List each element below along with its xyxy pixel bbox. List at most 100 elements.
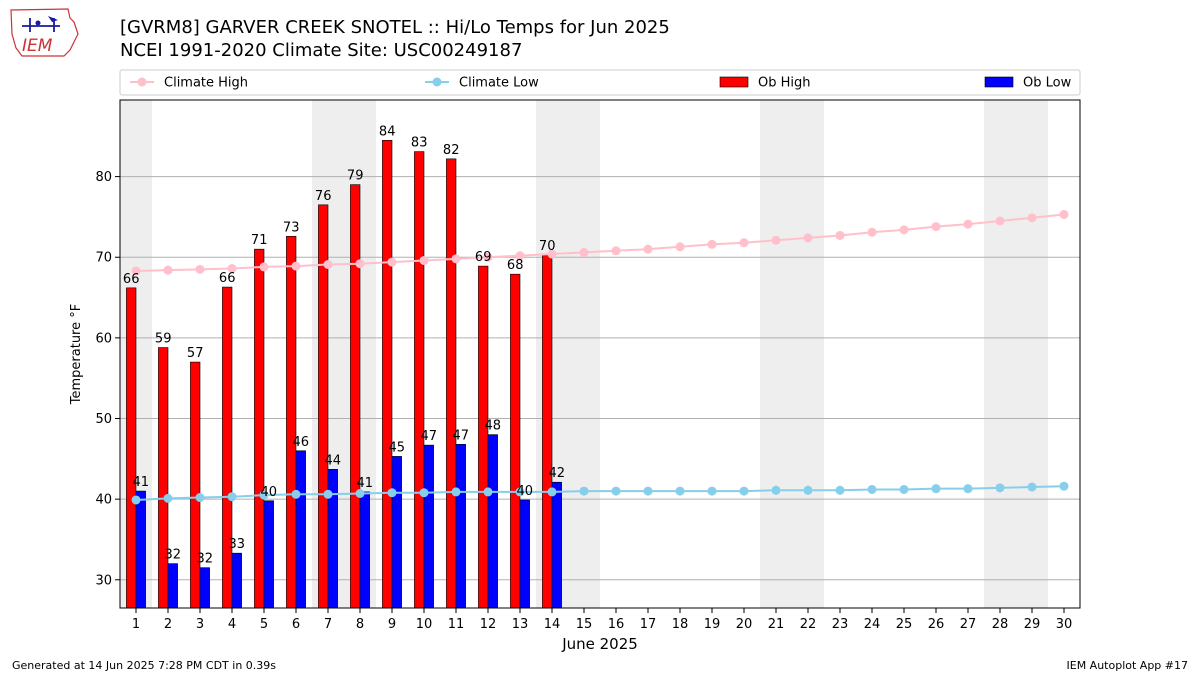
- ob-high-label: 79: [347, 169, 364, 184]
- iem-logo: IEM: [8, 6, 80, 58]
- ob-high-bar: [126, 287, 137, 609]
- x-tick-label: 6: [292, 617, 300, 632]
- weekend-band: [984, 100, 1016, 608]
- legend-label-climate-low: Climate Low: [459, 76, 539, 91]
- climate-low-point: [611, 486, 621, 496]
- legend-swatch-ob-high: [719, 76, 749, 88]
- ob-low-bar: [359, 491, 370, 609]
- climate-low-point: [355, 488, 365, 498]
- climate-low-point: [675, 486, 685, 496]
- climate-low-point: [643, 486, 653, 496]
- bar-labels: 66 59 57 66 71 73 76 79 84 83 82 69 68 70 41 32 32 33 40 46…: [123, 124, 565, 566]
- climate-high-point: [451, 254, 461, 264]
- climate-low-point: [163, 493, 173, 503]
- climate-low-point: [259, 490, 269, 500]
- climate-high-point: [803, 233, 813, 243]
- climate-low-point: [227, 492, 237, 502]
- ob-low-bar: [295, 450, 306, 609]
- climate-high-point: [675, 242, 685, 252]
- ob-high-bar: [478, 265, 489, 609]
- climate-low-point: [995, 483, 1005, 493]
- ob-low-label: 46: [293, 435, 310, 450]
- y-axis-label: Temperature °F: [69, 304, 84, 405]
- x-tick-label: 14: [544, 617, 561, 632]
- climate-high-point: [355, 259, 365, 269]
- climate-high-point: [227, 264, 237, 274]
- x-tick-label: 29: [1024, 617, 1041, 632]
- ob-low-label: 42: [549, 466, 566, 481]
- climate-high-point: [1027, 213, 1037, 223]
- legend: Climate High Climate Low Ob High Ob Low: [119, 69, 1081, 96]
- ob-low-bar: [423, 444, 434, 609]
- climate-low-point: [547, 487, 557, 497]
- climate-low-point: [771, 485, 781, 495]
- climate-low-point: [579, 486, 589, 496]
- climate-high-point: [579, 247, 589, 257]
- x-tick-label: 8: [356, 617, 364, 632]
- ob-high-label: 59: [155, 332, 172, 347]
- climate-high-point: [1059, 210, 1069, 220]
- climate-high-point: [835, 230, 845, 240]
- ob-high-bar: [222, 286, 233, 609]
- weekend-band: [792, 100, 824, 608]
- climate-high-point: [963, 219, 973, 229]
- ob-low-label: 47: [421, 429, 438, 444]
- y-tick-label: 60: [95, 331, 112, 346]
- climate-high-point: [131, 266, 141, 276]
- climate-high-point: [323, 259, 333, 269]
- climate-high-point: [483, 252, 493, 262]
- ob-low-bar: [519, 499, 530, 609]
- weekend-band: [1016, 100, 1048, 608]
- climate-high-point: [195, 264, 205, 274]
- ob-high-bar: [382, 140, 393, 609]
- ob-high-label: 68: [507, 258, 524, 273]
- ob-high-label: 57: [187, 346, 204, 361]
- climate-low-point: [803, 485, 813, 495]
- climate-high-point: [387, 257, 397, 267]
- ob-low-bar: [391, 456, 402, 609]
- x-tick-label: 11: [448, 617, 465, 632]
- ob-low-label: 44: [325, 453, 342, 468]
- x-tick-label: 1: [132, 617, 140, 632]
- climate-high-point: [707, 239, 717, 249]
- chart-subtitle: NCEI 1991-2020 Climate Site: USC00249187: [120, 40, 523, 61]
- ob-high-label: 70: [539, 239, 556, 254]
- x-tick-label: 17: [640, 617, 657, 632]
- x-tick-label: 2: [164, 617, 172, 632]
- x-tick-label: 13: [512, 617, 529, 632]
- ob-high-label: 71: [251, 233, 268, 248]
- ob-low-bar: [263, 500, 274, 609]
- legend-box: [119, 69, 1081, 96]
- legend-label-climate-high: Climate High: [164, 76, 248, 91]
- climate-low-point: [483, 487, 493, 497]
- x-tick-label: 30: [1056, 617, 1073, 632]
- ob-low-label: 41: [357, 476, 374, 491]
- x-tick-label: 9: [388, 617, 396, 632]
- plot-frame: [119, 99, 1081, 609]
- climate-high-point: [995, 216, 1005, 226]
- climate-high-point: [611, 246, 621, 256]
- x-tick-label: 19: [704, 617, 721, 632]
- ob-low-bar: [231, 552, 242, 609]
- x-tick-label: 24: [864, 617, 881, 632]
- legend-label-ob-high: Ob High: [758, 76, 811, 91]
- x-axis-label: June 2025: [561, 635, 638, 653]
- climate-low-point: [387, 488, 397, 498]
- climate-low-point: [195, 493, 205, 503]
- x-tick-label: 20: [736, 617, 753, 632]
- ob-high-label: 69: [475, 250, 492, 265]
- legend-marker-climate-low: [432, 77, 442, 87]
- ob-high-bar: [286, 235, 297, 609]
- x-tick-label: 3: [196, 617, 204, 632]
- legend-swatch-ob-low: [984, 76, 1014, 88]
- climate-low-point: [899, 484, 909, 494]
- ob-low-label: 32: [197, 552, 214, 567]
- ob-high-label: 66: [219, 271, 236, 286]
- x-tick-label: 15: [576, 617, 593, 632]
- climate-high-point: [867, 227, 877, 237]
- climate-high-point: [739, 238, 749, 248]
- ob-low-label: 32: [165, 548, 182, 563]
- climate-low-point: [739, 486, 749, 496]
- climate-low-point: [963, 484, 973, 494]
